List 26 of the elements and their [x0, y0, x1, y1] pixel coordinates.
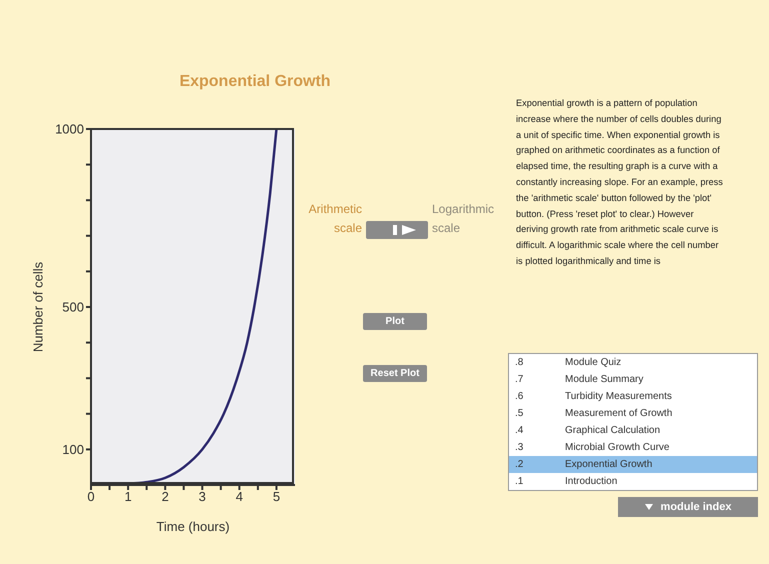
text: .3 Microbial Growth Curve [515, 442, 670, 453]
text: .7 Module Summary [515, 374, 644, 385]
text: Arithmetic scale [308, 201, 362, 237]
y-tick-label: 100 [62, 442, 84, 458]
x-tick-label: 1 [124, 489, 132, 504]
x-tick-label: 4 [236, 489, 243, 504]
x-axis-title: Time (hours) [156, 519, 230, 534]
text: Logarithmic scale [432, 201, 496, 237]
text: Exponential growth is a pattern of population increase where the number of cells doubles during a unit of specific time. When exponential growth is graphed on arithmetic coordinates as a function of elapsed time, the resulting graph is a curve with a constantly increasing slope. For an example, press the 'arithmetic scale' button followed by the 'plot' button. (Press 'reset plot' to clear.) However deriving growth rate from arithmetic scale curve is difficult. A logarithmic scale where the cell number is plotted logarithmically and time is [516, 98, 723, 266]
chart-title: Exponential Growth [178, 73, 332, 91]
text: .4 Graphical Calculation [515, 425, 660, 436]
y-axis-title: Number of cells [30, 261, 46, 352]
text: module index [618, 497, 758, 517]
y-tick-label: 500 [62, 300, 84, 315]
text: .5 Measurement of Growth [515, 408, 672, 419]
text: Reset Plot [363, 365, 427, 382]
text: .6 Turbidity Measurements [515, 391, 672, 402]
x-tick-label: 5 [272, 489, 280, 504]
text: .2 Exponential Growth [515, 459, 652, 470]
text: Plot [363, 313, 427, 330]
x-tick-label: 0 [87, 489, 95, 504]
text: .8 Module Quiz [515, 357, 622, 368]
y-tick-label: 1000 [55, 122, 84, 137]
text: .1 Introduction [515, 476, 618, 487]
x-tick-label: 2 [162, 489, 169, 504]
x-tick-label: 3 [198, 489, 206, 504]
